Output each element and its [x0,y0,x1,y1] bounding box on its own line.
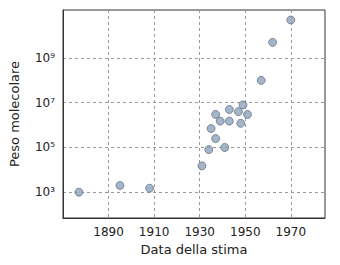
svg-text:1970: 1970 [276,225,307,239]
svg-text:Data della stima: Data della stima [141,242,248,257]
svg-text:10³: 10³ [35,185,55,199]
svg-text:Peso molecolare: Peso molecolare [7,61,22,167]
svg-text:10⁹: 10⁹ [35,51,55,65]
svg-text:1890: 1890 [93,225,124,239]
svg-text:10⁷: 10⁷ [35,96,55,110]
svg-text:1950: 1950 [230,225,261,239]
svg-text:1930: 1930 [184,225,215,239]
svg-text:10⁵: 10⁵ [35,140,55,154]
svg-text:1910: 1910 [139,225,170,239]
